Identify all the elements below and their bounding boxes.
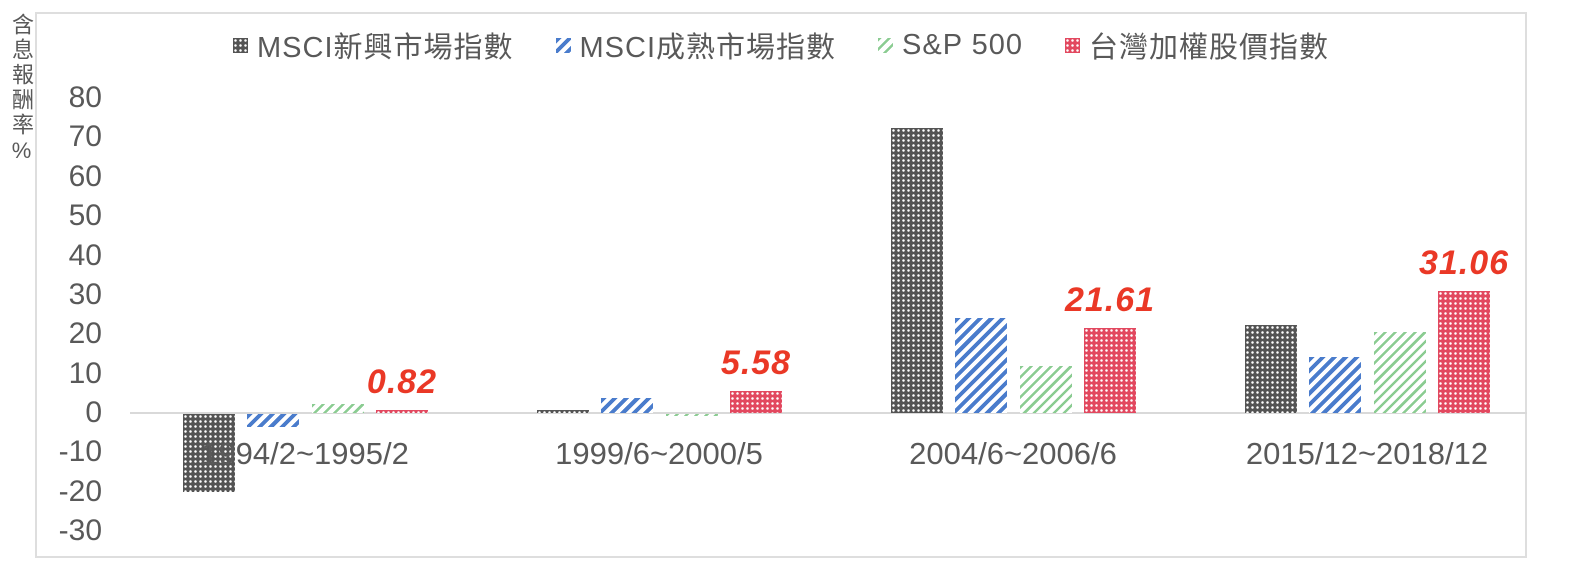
bar-2-1 [247, 414, 299, 427]
y-tick-label: 60 [68, 160, 102, 193]
y-tick-label: 20 [68, 317, 102, 350]
y-tick-label: 30 [68, 278, 102, 311]
legend-label: MSCI新興市場指數 [257, 32, 514, 64]
legend-label: MSCI成熟市場指數 [579, 32, 837, 64]
bar-4-4 [1438, 291, 1490, 413]
y-tick-label: 50 [68, 199, 102, 232]
y-tick-label: -20 [58, 475, 102, 508]
legend-label: S&P 500 [902, 28, 1023, 61]
bar-4-1 [376, 410, 428, 413]
bar-3-4 [1374, 332, 1426, 413]
data-label: 5.58 [720, 344, 792, 382]
legend-item: MSCI新興市場指數 [233, 24, 514, 66]
legend-marker-icon [1064, 37, 1080, 53]
x-category-label: 1994/2~1995/2 [201, 436, 409, 471]
y-tick-label: 80 [68, 81, 102, 114]
legend: MSCI新興市場指數 MSCI成熟市場指數 S&P 500 台灣加權股價指數 [35, 26, 1527, 64]
legend-marker-icon [233, 37, 248, 53]
bar-3-3 [1020, 366, 1072, 413]
y-tick-label: 40 [68, 239, 102, 272]
legend-label: 台灣加權股價指數 [1088, 32, 1329, 64]
data-label: 21.61 [1064, 281, 1156, 319]
legend-item: S&P 500 [878, 29, 1023, 62]
bar-1-2 [537, 410, 589, 413]
legend-marker-icon [555, 37, 571, 53]
bar-1-1 [183, 414, 235, 492]
bar-3-1 [312, 404, 364, 413]
x-category-label: 1999/6~2000/5 [555, 436, 763, 471]
data-label: 0.82 [366, 363, 438, 401]
legend-item: 台灣加權股價指數 [1064, 24, 1329, 66]
bar-4-3 [1084, 328, 1136, 413]
y-tick-label: 70 [68, 120, 102, 153]
y-tick-label: 0 [85, 396, 102, 429]
x-category-label: 2004/6~2006/6 [909, 436, 1117, 471]
bar-3-2 [666, 414, 718, 416]
legend-marker-icon [878, 37, 894, 53]
y-tick-label: -10 [58, 435, 102, 468]
y-tick-label: 10 [68, 357, 102, 390]
x-category-label: 2015/12~2018/12 [1245, 436, 1489, 471]
y-axis-title: 含息報酬率% [9, 13, 34, 166]
bar-2-4 [1309, 357, 1361, 413]
y-tick-label: -30 [58, 514, 102, 547]
bar-1-4 [1245, 325, 1297, 413]
x-axis-zero-line [130, 412, 1527, 414]
bar-2-3 [955, 318, 1007, 413]
data-label: 31.06 [1418, 244, 1510, 282]
bar-2-2 [601, 398, 653, 413]
legend-item: MSCI成熟市場指數 [555, 24, 837, 66]
plot-area-frame [35, 12, 1527, 558]
bar-4-2 [730, 391, 782, 413]
bar-1-3 [891, 128, 943, 413]
